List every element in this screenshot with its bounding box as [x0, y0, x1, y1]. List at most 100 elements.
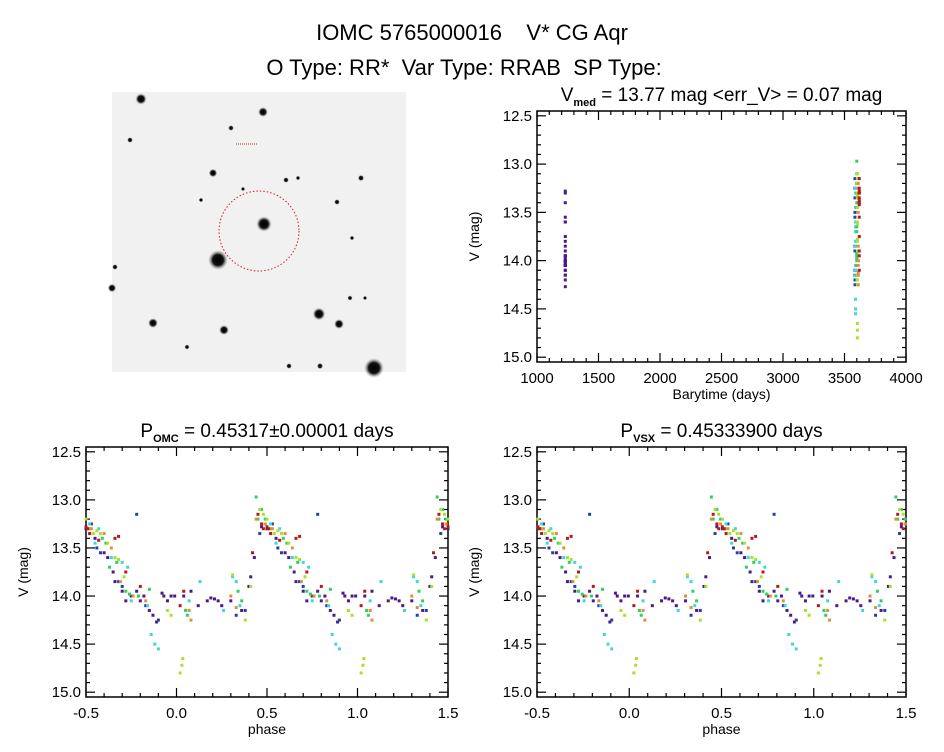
data-point: [577, 599, 581, 603]
star: [184, 344, 190, 350]
data-point: [577, 589, 581, 593]
data-point: [305, 599, 309, 603]
data-point: [857, 191, 861, 195]
data-point: [580, 592, 584, 596]
y-tick-label: 15.0: [503, 684, 532, 701]
data-point: [307, 565, 311, 569]
data-point: [724, 527, 728, 531]
x-tick-label: 1.0: [347, 705, 368, 722]
data-point: [859, 604, 863, 608]
y-tick-label: 14.5: [503, 301, 532, 318]
data-point: [558, 541, 562, 545]
data-point: [563, 259, 567, 263]
star: [256, 216, 272, 232]
data-point: [755, 580, 759, 584]
data-point: [563, 278, 567, 282]
data-point: [549, 538, 553, 542]
data-point: [538, 527, 542, 531]
data-point: [243, 618, 247, 622]
data-point: [626, 594, 630, 598]
star: [349, 235, 355, 241]
data-point: [754, 558, 758, 561]
data-point: [577, 570, 581, 574]
data-point: [162, 594, 166, 598]
star: [286, 363, 292, 369]
data-point: [783, 604, 787, 608]
star: [107, 283, 117, 293]
data-point: [569, 580, 573, 584]
data-point: [853, 210, 857, 214]
data-point: [737, 536, 741, 540]
data-point: [240, 608, 244, 612]
data-point: [774, 594, 778, 598]
data-point: [599, 604, 603, 608]
data-point: [292, 570, 296, 574]
data-point: [870, 573, 874, 577]
data-point: [855, 193, 859, 197]
x-tick-label: -0.5: [524, 705, 550, 722]
data-point: [868, 594, 872, 598]
data-point: [269, 522, 273, 526]
data-point: [854, 307, 858, 311]
data-point: [325, 599, 329, 603]
data-point: [803, 608, 807, 612]
data-point: [169, 613, 173, 617]
data-point: [750, 580, 754, 584]
data-point: [569, 534, 573, 538]
data-point: [562, 556, 566, 560]
data-point: [563, 285, 567, 289]
data-point: [327, 604, 331, 608]
data-point: [272, 532, 276, 536]
data-point: [229, 594, 233, 598]
data-point: [563, 191, 567, 195]
star: [208, 250, 228, 270]
data-point: [366, 613, 370, 617]
data-point: [632, 604, 636, 608]
data-point: [93, 541, 97, 545]
data-point: [691, 589, 695, 593]
data-point: [735, 551, 739, 555]
data-point: [634, 663, 638, 667]
data-point: [757, 560, 761, 564]
data-point: [563, 263, 567, 267]
data-point: [652, 580, 656, 584]
data-point: [600, 587, 604, 591]
title-main: V: [561, 85, 574, 106]
data-point: [540, 532, 544, 536]
data-point: [715, 522, 719, 526]
data-point: [856, 263, 860, 267]
data-point: [757, 589, 761, 593]
data-point: [560, 565, 564, 569]
plot-frame: [536, 446, 907, 698]
data-point: [848, 596, 852, 600]
data-point: [281, 536, 285, 540]
data-point: [855, 230, 859, 234]
y-tick-label: 14.0: [503, 588, 532, 605]
data-point: [868, 599, 872, 603]
data-point: [746, 546, 750, 550]
data-point: [234, 580, 238, 584]
data-point: [719, 517, 723, 521]
data-point: [325, 604, 329, 608]
data-point: [316, 589, 320, 593]
data-point: [619, 608, 623, 612]
data-point: [563, 268, 567, 272]
data-point: [276, 546, 280, 550]
data-point: [761, 589, 765, 593]
data-point: [138, 599, 142, 603]
data-point: [588, 589, 592, 593]
data-point: [899, 508, 903, 511]
time-series-chart: 1000 1500 2000 2500 3000 3500 4000 12.5 13.0 13.5…: [466, 85, 923, 402]
data-point: [776, 599, 780, 603]
data-point: [591, 599, 595, 603]
data-point: [442, 512, 446, 516]
data-point: [231, 573, 235, 577]
data-point: [147, 587, 151, 591]
data-point: [222, 608, 226, 612]
data-point: [536, 527, 540, 531]
data-point: [855, 252, 859, 256]
data-point: [256, 512, 260, 516]
data-point: [615, 594, 619, 598]
data-point: [269, 532, 273, 536]
data-point: [410, 594, 414, 598]
